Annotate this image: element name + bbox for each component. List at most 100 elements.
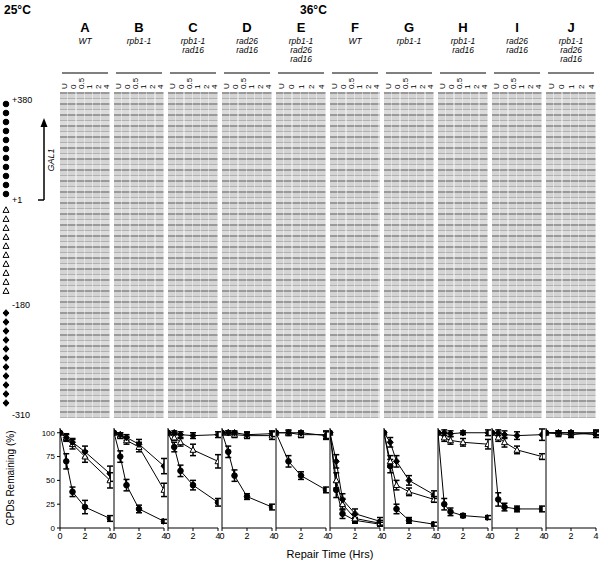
svg-text:C: C [188,20,198,35]
svg-text:4: 4 [161,531,167,542]
svg-text:2: 2 [406,531,411,541]
svg-text:rpb1-1: rpb1-1 [558,36,584,46]
svg-text:50: 50 [46,476,55,485]
svg-text:0: 0 [57,531,62,541]
svg-text:4: 4 [317,84,326,89]
svg-text:U: U [60,83,70,89]
svg-text:4: 4 [210,84,219,89]
svg-text:rpb1-1: rpb1-1 [397,36,422,46]
svg-text:4: 4 [215,531,221,542]
svg-text:2: 2 [460,531,465,541]
svg-text:WT: WT [78,36,92,46]
svg-text:WT: WT [348,36,362,46]
svg-text:2: 2 [244,531,249,541]
svg-text:rad16: rad16 [182,45,204,55]
svg-text:25: 25 [46,500,55,509]
svg-text:rpb1-1: rpb1-1 [450,36,476,46]
svg-text:U: U [547,83,556,89]
svg-text:0.5: 0.5 [184,77,194,89]
svg-text:U: U [168,83,178,89]
svg-text:rpb1-1: rpb1-1 [127,36,152,46]
svg-text:0.5: 0.5 [76,77,86,89]
svg-text:Repair Time (Hrs): Repair Time (Hrs) [287,548,374,560]
svg-text:0: 0 [287,84,296,89]
svg-text:U: U [492,83,502,89]
svg-text:U: U [277,83,286,89]
svg-text:0.5: 0.5 [130,77,140,89]
svg-text:0.5: 0.5 [508,77,518,89]
svg-text:100: 100 [42,429,56,438]
svg-text:2: 2 [568,531,573,541]
svg-text:J: J [567,20,574,35]
svg-text:0: 0 [51,524,56,533]
svg-text:U: U [384,83,394,89]
svg-text:0: 0 [557,84,566,89]
svg-text:4: 4 [107,531,113,542]
svg-text:0: 0 [219,531,224,541]
svg-text:0.5: 0.5 [238,77,248,89]
svg-text:E: E [297,20,306,35]
svg-text:CPDs Remaining (%): CPDs Remaining (%) [5,430,16,525]
svg-text:75: 75 [46,452,55,461]
svg-text:A: A [80,20,90,35]
svg-text:+380: +380 [12,95,32,105]
svg-text:4: 4 [587,84,596,89]
svg-text:U: U [438,83,448,89]
svg-text:1: 1 [297,84,306,89]
svg-text:2: 2 [82,531,87,541]
svg-text:rad16: rad16 [290,54,312,64]
svg-text:0: 0 [165,531,170,541]
svg-text:U: U [222,83,232,89]
svg-text:U: U [330,83,340,89]
svg-text:U: U [114,83,124,89]
svg-text:rad16: rad16 [236,45,258,55]
svg-text:rpb1-1: rpb1-1 [288,36,314,46]
svg-text:F: F [351,20,359,35]
svg-text:B: B [134,20,143,35]
svg-text:0: 0 [327,531,332,541]
svg-text:0.5: 0.5 [400,77,410,89]
svg-text:25°C: 25°C [4,3,31,17]
svg-text:4: 4 [102,84,111,89]
svg-text:0: 0 [435,531,440,541]
svg-text:2: 2 [352,531,357,541]
svg-text:D: D [242,20,251,35]
svg-text:2: 2 [307,84,316,89]
svg-text:rad26: rad26 [290,45,312,55]
svg-text:H: H [458,20,467,35]
svg-text:+1: +1 [12,195,22,205]
svg-text:2: 2 [577,84,586,89]
svg-text:rad16: rad16 [560,54,582,64]
svg-text:0.5: 0.5 [346,77,356,89]
svg-text:0.5: 0.5 [454,77,464,89]
svg-text:rad16: rad16 [452,45,474,55]
svg-text:4: 4 [480,84,489,89]
svg-text:rad26: rad26 [236,36,258,46]
svg-text:1: 1 [567,84,576,89]
svg-text:2: 2 [298,531,303,541]
svg-text:rad26: rad26 [560,45,582,55]
svg-text:4: 4 [156,84,165,89]
svg-text:0: 0 [381,531,386,541]
svg-text:-180: -180 [12,300,30,310]
svg-text:4: 4 [593,531,598,541]
svg-text:2: 2 [136,531,141,541]
svg-text:36°C: 36°C [300,3,327,17]
svg-text:0: 0 [273,531,278,541]
svg-text:0: 0 [489,531,494,541]
svg-text:4: 4 [264,84,273,89]
svg-text:4: 4 [372,84,381,89]
svg-text:-310: -310 [12,410,30,420]
svg-text:4: 4 [426,84,435,89]
svg-text:G: G [404,20,414,35]
svg-text:4: 4 [534,84,543,89]
svg-text:2: 2 [514,531,519,541]
svg-text:0: 0 [543,531,548,541]
svg-text:rad26: rad26 [506,36,528,46]
svg-text:rpb1-1: rpb1-1 [180,36,206,46]
svg-text:0: 0 [111,531,116,541]
svg-text:rad16: rad16 [506,45,528,55]
svg-text:I: I [515,20,519,35]
svg-text:GAL1: GAL1 [46,148,56,171]
svg-text:2: 2 [190,531,195,541]
